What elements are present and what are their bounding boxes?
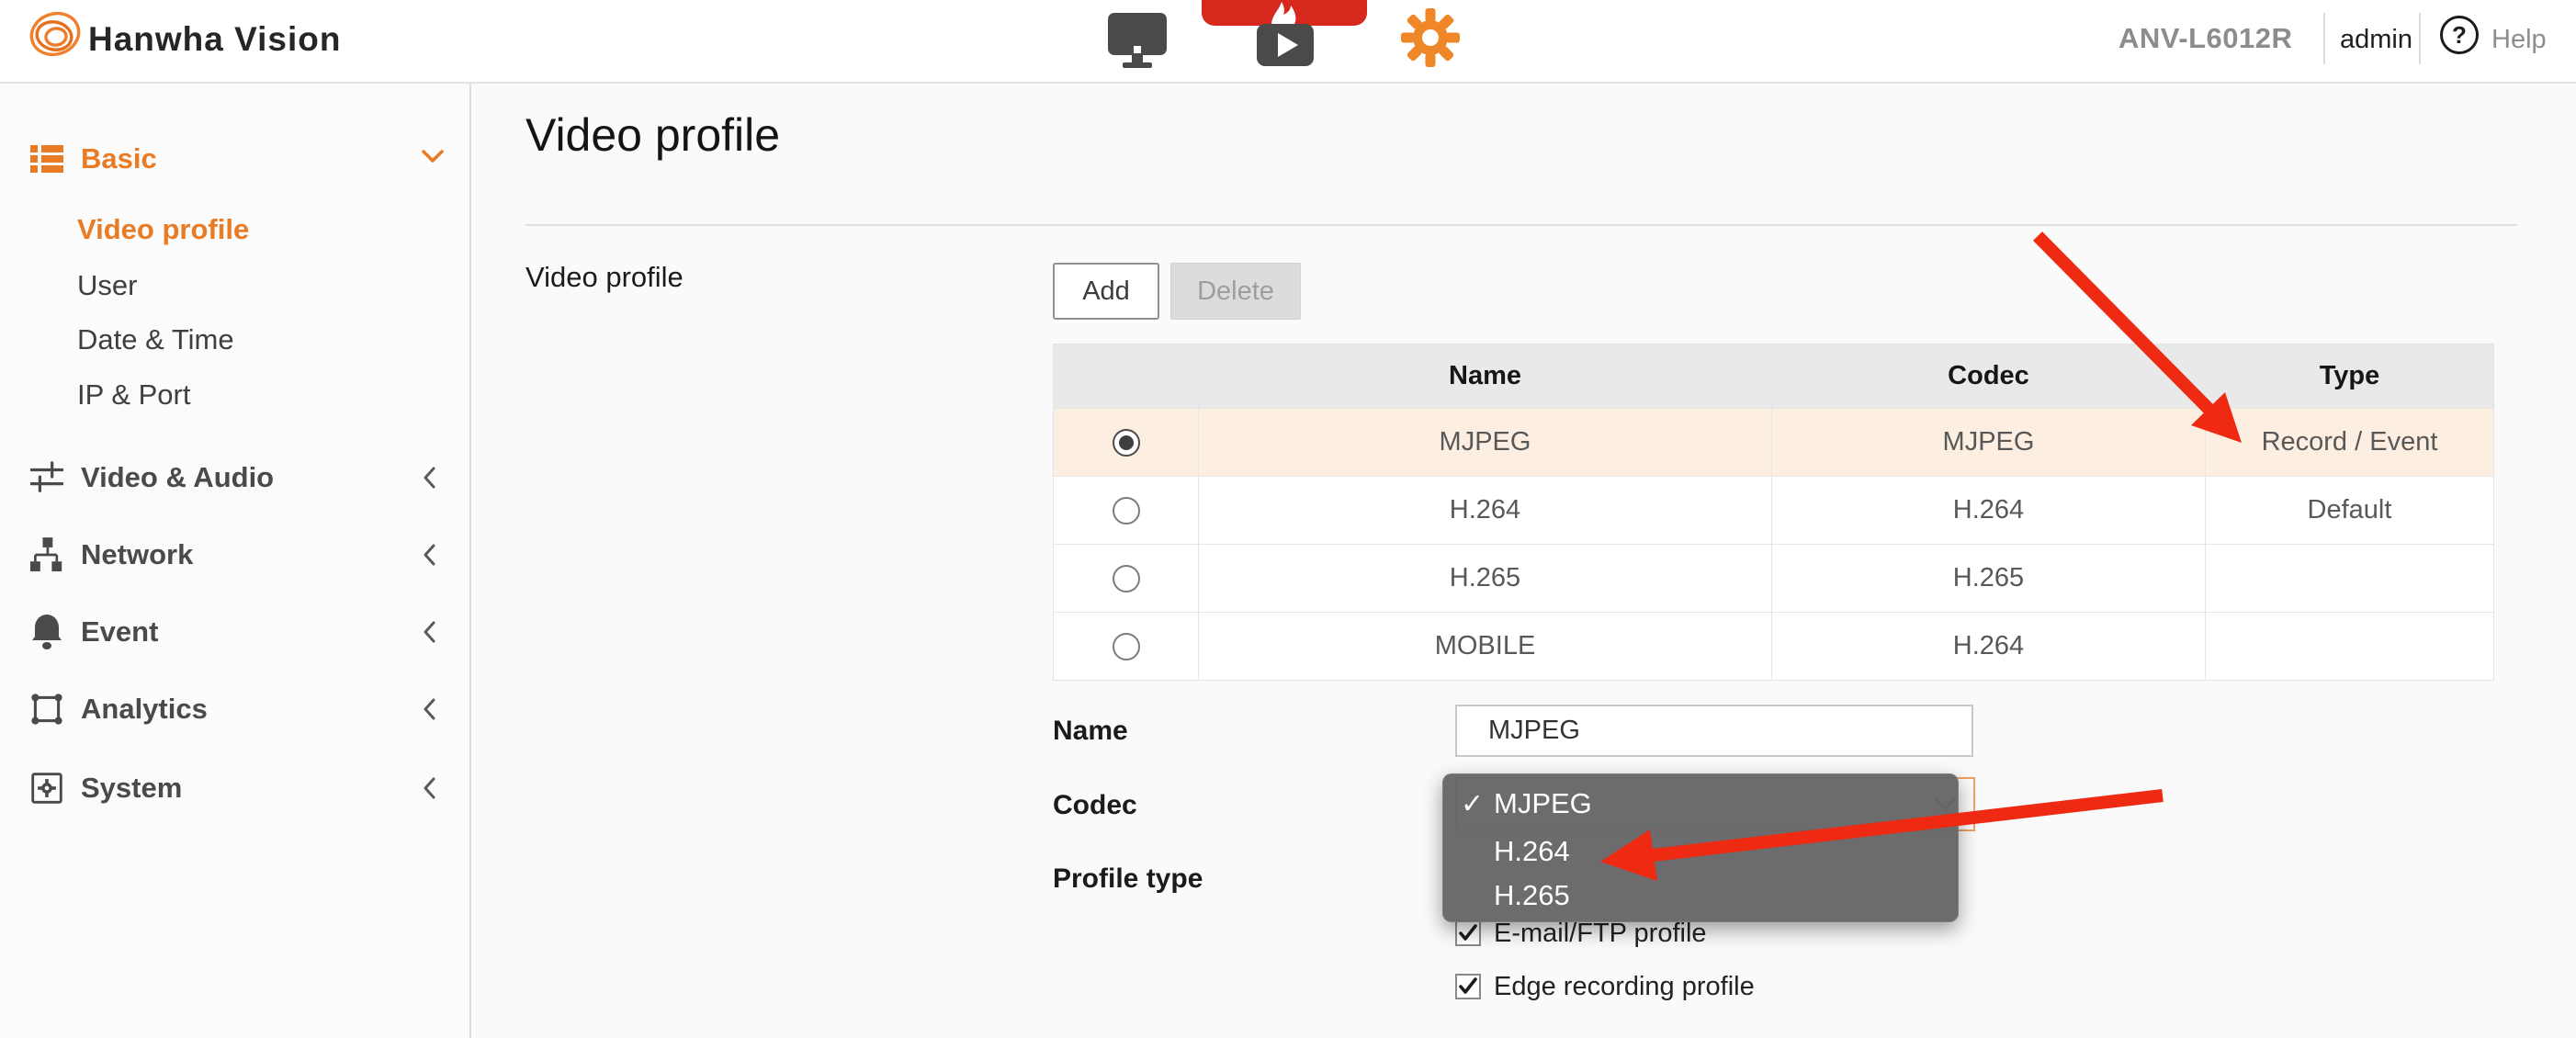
sidebar-item-label: User [77, 269, 138, 301]
sidebar-item-label: Event [81, 615, 159, 648]
sidebar-item-date-time[interactable]: Date & Time [0, 319, 469, 361]
header-divider [2323, 13, 2325, 64]
table-row[interactable]: H.264 H.264 Default [1054, 476, 2493, 544]
profile-name-cell: H.264 [1199, 477, 1772, 544]
playback-icon[interactable] [1257, 24, 1314, 66]
profile-codec-cell: H.265 [1772, 545, 2206, 612]
profile-radio-selected[interactable] [1112, 428, 1140, 457]
profile-codec-cell: MJPEG [1772, 409, 2206, 476]
chevron-left-icon [421, 466, 439, 494]
add-button[interactable]: Add [1053, 263, 1159, 320]
name-input[interactable]: MJPEG [1455, 705, 1973, 757]
profile-radio[interactable] [1112, 564, 1140, 592]
header-divider [2419, 13, 2421, 64]
chevron-left-icon [421, 543, 439, 571]
device-model: ANV-L6012R [2118, 22, 2293, 54]
dropdown-option-label: MJPEG [1494, 787, 1592, 819]
chevron-left-icon [421, 776, 439, 805]
brand-name: Hanwha Vision [88, 20, 342, 58]
profile-type-cell: Default [2307, 495, 2392, 525]
table-row[interactable]: MJPEG MJPEG Record / Event [1054, 408, 2493, 476]
table-row[interactable]: MOBILE H.264 [1054, 612, 2493, 680]
check-icon [1459, 977, 1477, 994]
sidebar-item-event[interactable]: Event [0, 611, 469, 653]
sidebar-item-label: Date & Time [77, 323, 234, 355]
title-divider [525, 224, 2517, 226]
profile-radio[interactable] [1112, 496, 1140, 525]
flame-icon [1271, 2, 1296, 26]
sidebar-item-video-audio[interactable]: Video & Audio [0, 457, 469, 499]
codec-label: Codec [1053, 790, 1137, 820]
video-profile-section-label: Video profile [525, 261, 684, 293]
help-icon[interactable]: ? [2440, 16, 2479, 54]
sidebar-item-label: Network [81, 538, 194, 570]
dropdown-option-h265[interactable]: H.265 [1442, 874, 1959, 917]
dropdown-option-h264[interactable]: H.264 [1442, 830, 1959, 873]
sidebar-item-label: IP & Port [77, 378, 191, 411]
email-ftp-profile-checkbox-row[interactable]: E-mail/FTP profile [1455, 918, 1707, 948]
profile-codec-cell: H.264 [1772, 613, 2206, 680]
name-column-header: Name [1199, 344, 1772, 408]
system-gear-box-icon [30, 770, 63, 807]
profile-codec-cell: H.264 [1772, 477, 2206, 544]
notification-banner [1202, 0, 1367, 26]
list-icon [30, 141, 63, 177]
page-title: Video profile [525, 109, 781, 161]
profile-name-cell: MJPEG [1199, 409, 1772, 476]
name-input-value: MJPEG [1488, 716, 1580, 745]
checkbox-label: Edge recording profile [1494, 971, 1755, 1001]
delete-button[interactable]: Delete [1170, 263, 1301, 320]
profile-name-cell: H.265 [1199, 545, 1772, 612]
chevron-down-icon [421, 147, 445, 170]
profile-type-cell: Record / Event [2261, 427, 2438, 457]
profile-type-label: Profile type [1053, 863, 1203, 894]
checkbox-checked[interactable] [1455, 920, 1481, 946]
selected-check-icon: ✓ [1461, 788, 1485, 819]
checkbox-label: E-mail/FTP profile [1494, 918, 1707, 948]
sidebar-item-label: Video profile [77, 213, 250, 245]
table-row[interactable]: H.265 H.265 [1054, 544, 2493, 612]
checkbox-checked[interactable] [1455, 974, 1481, 999]
top-header: Hanwha Vision [0, 0, 2576, 84]
sidebar: Basic Video profile User Date & Time IP … [0, 84, 471, 1038]
sliders-icon [30, 459, 63, 496]
chevron-left-icon [421, 620, 439, 649]
sidebar-item-label: Video & Audio [81, 461, 275, 493]
dropdown-option-label: H.265 [1494, 879, 1570, 911]
current-user[interactable]: admin [2340, 25, 2412, 54]
live-view-icon[interactable] [1107, 11, 1168, 70]
sidebar-item-user[interactable]: User [0, 265, 469, 307]
sidebar-item-video-profile[interactable]: Video profile [0, 209, 469, 251]
video-profile-table: Name Codec Type MJPEG MJPEG Record / Eve… [1053, 344, 2494, 681]
codec-column-header: Codec [1772, 344, 2206, 408]
sidebar-item-system[interactable]: System [0, 767, 469, 809]
settings-gear-icon[interactable] [1400, 7, 1461, 68]
sidebar-item-label: Basic [81, 142, 157, 175]
profile-type-cell [2206, 613, 2493, 680]
codec-dropdown-menu: ✓ MJPEG H.264 H.265 [1442, 773, 1959, 922]
check-icon [1459, 924, 1477, 941]
bell-icon [30, 614, 63, 650]
dropdown-option-label: H.264 [1494, 835, 1570, 867]
name-label: Name [1053, 716, 1128, 746]
sidebar-item-ip-port[interactable]: IP & Port [0, 374, 469, 416]
table-header-row: Name Codec Type [1054, 344, 2493, 408]
sidebar-item-label: System [81, 772, 183, 804]
hanwha-logo-icon [29, 11, 81, 57]
sidebar-item-network[interactable]: Network [0, 534, 469, 576]
network-icon [30, 536, 63, 573]
analytics-area-icon [30, 691, 63, 728]
chevron-left-icon [421, 697, 439, 726]
sidebar-item-label: Analytics [81, 693, 208, 725]
radio-column-header [1054, 344, 1199, 408]
sidebar-item-basic[interactable]: Basic [0, 138, 469, 180]
sidebar-item-analytics[interactable]: Analytics [0, 688, 469, 730]
profile-radio[interactable] [1112, 632, 1140, 660]
profile-name-cell: MOBILE [1199, 613, 1772, 680]
help-link[interactable]: Help [2491, 25, 2547, 54]
edge-recording-profile-checkbox-row[interactable]: Edge recording profile [1455, 971, 1755, 1001]
type-column-header: Type [2319, 361, 2380, 390]
profile-type-cell [2206, 545, 2493, 612]
dropdown-option-mjpeg[interactable]: ✓ MJPEG [1442, 783, 1959, 825]
